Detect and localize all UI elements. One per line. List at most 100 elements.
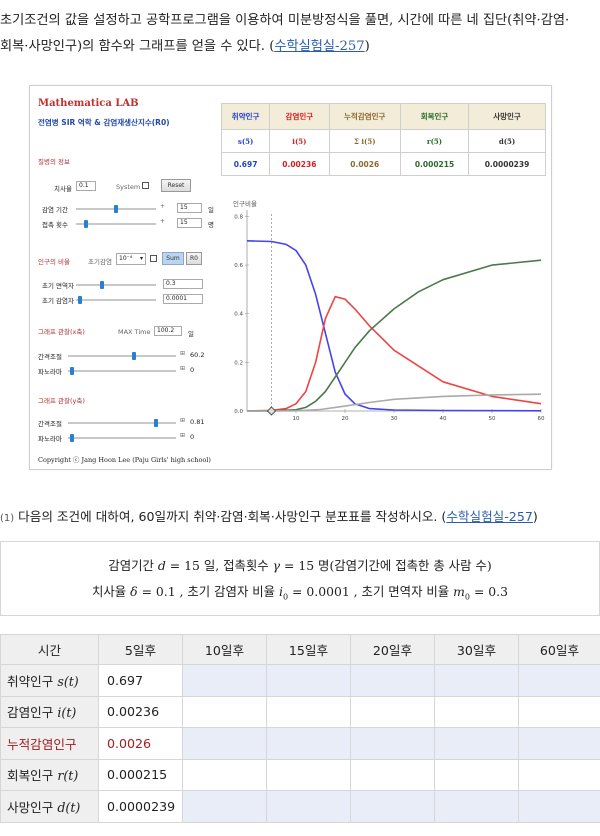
empty-cell[interactable] (182, 727, 267, 760)
pan-y-slider-track[interactable] (68, 437, 176, 439)
empty-cell[interactable] (350, 758, 435, 791)
empty-cell[interactable] (434, 695, 519, 728)
contacts-plus-icon[interactable]: + (160, 218, 166, 225)
init-inf-checkbox[interactable] (150, 255, 157, 262)
intro-line-2: 회복·사망인구)의 함수와 그래프를 얻을 수 있다. (수학실험실-257) (0, 34, 600, 60)
system-checkbox[interactable] (142, 182, 149, 189)
series-line (246, 295, 542, 412)
empty-cell[interactable] (434, 727, 519, 760)
intro-line-2-text: 회복·사망인구)의 함수와 그래프를 얻을 수 있다. ( (0, 39, 275, 54)
results-header-cell: 회복인구 (399, 103, 470, 130)
reset-button[interactable]: Reset (161, 179, 191, 192)
row-label-text: 회복인구 (7, 768, 54, 784)
empty-cell[interactable] (182, 758, 267, 791)
immune-input[interactable]: 0.3 (163, 279, 203, 289)
problem-statement: (1) 다음의 조건에 대하여, 60일까지 취약·감염·회복·사망인구 분포표를… (0, 506, 538, 525)
problem-text: 다음의 조건에 대하여, 60일까지 취약·감염·회복·사망인구 분포표를 작성… (18, 509, 447, 524)
immune-slider-handle[interactable] (100, 281, 104, 289)
table-row: 감염인구 i(t) 0.00236 (0, 695, 600, 728)
r0-button[interactable]: R0 (186, 252, 202, 265)
maxtime-unit: 일 (188, 330, 194, 338)
empty-cell[interactable] (182, 695, 267, 728)
y-tick-label: 0.0 (234, 409, 243, 415)
interval-x-slider-handle[interactable] (132, 352, 136, 360)
init-inf-label: 초기감염 (88, 258, 112, 266)
cond-subscript: 0 (464, 592, 471, 602)
chevron-down-icon: ▾ (139, 255, 143, 262)
interval-x-slider-track[interactable] (68, 355, 176, 357)
immune-slider-track[interactable] (76, 284, 156, 286)
empty-cell[interactable] (350, 790, 435, 823)
fatality-input[interactable]: 0.1 (76, 181, 96, 191)
empty-cell[interactable] (350, 727, 435, 760)
empty-cell[interactable] (266, 758, 351, 791)
contacts-slider-track[interactable] (76, 223, 156, 225)
empty-cell[interactable] (266, 664, 351, 697)
interval-y-slider-track[interactable] (68, 422, 176, 424)
pan-y-plus-icon[interactable]: ⊞ (180, 432, 186, 439)
dist-header-cell: 30일후 (434, 634, 519, 665)
inf-period-slider-handle[interactable] (114, 205, 118, 213)
inf-period-input[interactable]: 15 (177, 203, 202, 213)
empty-cell[interactable] (518, 758, 600, 791)
pan-x-slider-handle[interactable] (70, 367, 74, 375)
empty-cell[interactable] (350, 664, 435, 697)
row-label: 누적감염인구 (0, 727, 99, 760)
value-cell: 0.000215 (98, 758, 183, 791)
empty-cell[interactable] (182, 664, 267, 697)
value-cell: 0.0026 (98, 727, 183, 760)
empty-cell[interactable] (434, 758, 519, 791)
population-chart: 인구비율 0.2 0.4 0.6 0.8 0.0 10 20 30 40 50 60 (233, 199, 545, 422)
pan-x-plus-icon[interactable]: ⊞ (180, 365, 186, 372)
row-label-text: 사망인구 (7, 799, 54, 815)
problem-close: ) (532, 509, 538, 524)
init-inf-select[interactable]: 10⁻⁴ ▾ (116, 253, 146, 265)
pan-y-slider-handle[interactable] (70, 434, 74, 442)
lab-link[interactable]: 수학실험실-257 (274, 39, 365, 54)
series-line (247, 393, 542, 412)
problem-link[interactable]: 수학실험실-257 (446, 509, 533, 524)
row-label-text: 누적감염인구 (7, 736, 77, 752)
interval-x-plus-icon[interactable]: ⊞ (180, 350, 186, 357)
row-label-symbol: d(t) (57, 799, 81, 815)
results-symbol-cell: s(5) (220, 129, 271, 153)
pan-x-slider-track[interactable] (68, 370, 176, 372)
x-tick-label: 20 (342, 416, 349, 422)
empty-cell[interactable] (518, 790, 600, 823)
x-tick-label: 40 (440, 416, 447, 422)
system-label: System (116, 183, 141, 191)
empty-cell[interactable] (434, 664, 519, 697)
cond-text: = 15 명(감염기간에 접촉한 총 사람 수) (284, 558, 492, 573)
maxtime-input[interactable]: 100.2 (154, 326, 182, 336)
init-infected-input[interactable]: 0.0001 (163, 294, 203, 304)
y-tick-label: 0.4 (234, 312, 243, 318)
empty-cell[interactable] (434, 790, 519, 823)
empty-cell[interactable] (518, 727, 600, 760)
pan-x-label: 파노라마 (38, 368, 62, 376)
results-value-row: 0.697 0.00236 0.0026 0.000215 0.0000239 (220, 152, 546, 176)
empty-cell[interactable] (518, 664, 600, 697)
empty-cell[interactable] (518, 695, 600, 728)
interval-y-plus-icon[interactable]: ⊞ (180, 417, 186, 424)
contacts-input[interactable]: 15 (177, 218, 202, 228)
interval-y-slider-handle[interactable] (154, 419, 158, 427)
dist-header-cell: 60일후 (518, 634, 600, 665)
section-disease: 질병의 정보 (38, 158, 70, 166)
y-tick-label: 0.8 (234, 214, 243, 220)
cond-symbol: δ (130, 584, 138, 599)
init-infected-slider-track[interactable] (76, 299, 156, 301)
distribution-header-row: 시간 5일후 10일후 15일후 20일후 30일후 60일후 (0, 634, 600, 665)
sum-button[interactable]: Sum (162, 252, 184, 265)
empty-cell[interactable] (182, 790, 267, 823)
contacts-slider-handle[interactable] (84, 220, 88, 228)
empty-cell[interactable] (266, 695, 351, 728)
init-infected-slider-handle[interactable] (78, 296, 82, 304)
results-symbol-cell: r(5) (399, 129, 470, 153)
results-symbol-cell: i(5) (269, 129, 330, 153)
init-infected-label: 초기 감염자 (42, 297, 74, 305)
results-symbol-cell: d(5) (468, 129, 546, 153)
empty-cell[interactable] (350, 695, 435, 728)
inf-period-plus-icon[interactable]: + (160, 203, 166, 210)
empty-cell[interactable] (266, 727, 351, 760)
empty-cell[interactable] (266, 790, 351, 823)
